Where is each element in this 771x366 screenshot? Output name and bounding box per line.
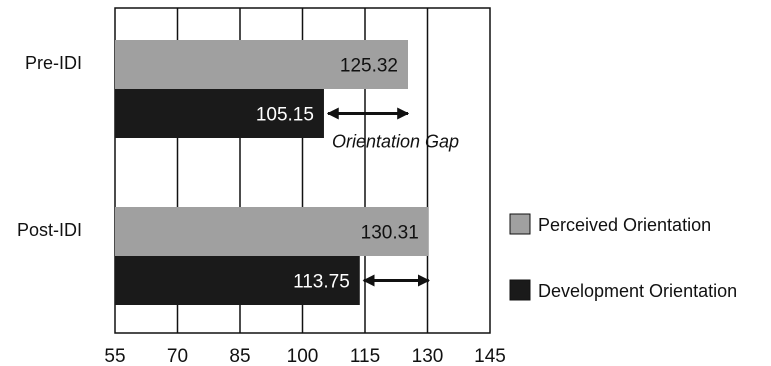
legend-label-perceived: Perceived Orientation [538,215,711,235]
x-tick-label-100: 100 [287,346,319,366]
data-label-perceived-pre: 125.32 [340,56,398,77]
category-labels: Pre-IDI Post-IDI [17,53,82,240]
x-tick-label-55: 55 [104,346,125,366]
x-tick-label-130: 130 [412,346,444,366]
category-label-pre-idi: Pre-IDI [25,53,82,73]
orientation-gap-label: Orientation Gap [332,132,459,152]
data-label-development-post: 113.75 [293,272,350,293]
legend-swatch-perceived [509,213,531,235]
bar-perceived-pre [115,40,408,89]
x-tick-label-85: 85 [229,346,250,366]
annotations: Orientation Gap [326,107,459,287]
x-tick-label-145: 145 [474,346,506,366]
x-tick-label-115: 115 [350,346,380,366]
data-label-development-pre: 105.15 [256,105,314,126]
x-tick-label-70: 70 [167,346,188,366]
category-label-post-idi: Post-IDI [17,220,82,240]
legend-swatch-development [509,279,531,301]
bar-development-pre [115,89,324,138]
bars: 125.32 130.31 105.15 113.75 [115,40,429,305]
x-axis: 55 70 85 100 115 130 145 [104,346,505,366]
bar-perceived-post [115,207,429,256]
data-label-perceived-post: 130.31 [361,223,419,244]
legend: Perceived Orientation Development Orienta… [509,213,737,301]
legend-label-development: Development Orientation [538,281,737,301]
bar-development-post [115,256,360,305]
